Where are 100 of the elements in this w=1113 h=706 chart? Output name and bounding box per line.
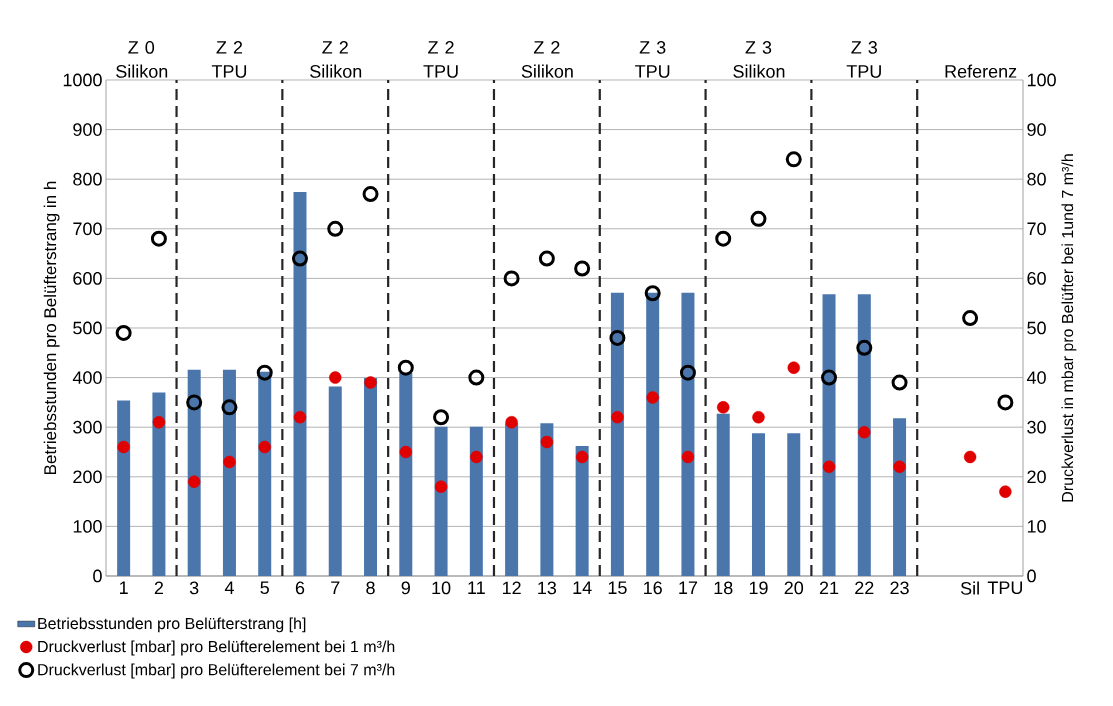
point	[221, 399, 238, 416]
point	[397, 359, 414, 376]
text: Z 3 TPU	[635, 41, 670, 78]
x-tick-label: 4	[224, 581, 234, 594]
point	[962, 310, 979, 327]
y-tick-label: 100	[73, 520, 102, 533]
point	[186, 394, 203, 411]
bar	[399, 372, 413, 576]
point	[679, 364, 696, 381]
y-tick-label: 700	[73, 222, 102, 236]
bar	[505, 423, 519, 576]
text: Z 2 TPU	[211, 41, 247, 78]
point	[150, 230, 167, 247]
point	[574, 260, 591, 277]
x-tick-label: 6	[295, 581, 305, 595]
bar	[469, 426, 483, 576]
bar	[117, 400, 131, 576]
y2-tick-label: 80	[1027, 172, 1046, 186]
legend-label: Betriebsstunden pro Belüfterstrang [h]	[38, 617, 306, 633]
y-tick-label: 800	[73, 172, 102, 186]
y-tick-label: 200	[73, 470, 102, 484]
bar	[187, 369, 201, 576]
bar	[681, 292, 695, 576]
point	[503, 270, 520, 287]
x-tick-label: TPU	[987, 581, 1022, 595]
x-tick-label: 8	[366, 581, 375, 595]
x-tick-label: 9	[401, 581, 410, 595]
point	[117, 440, 130, 454]
bar	[822, 294, 836, 576]
y2-tick-label: 60	[1027, 272, 1046, 285]
bar	[328, 386, 342, 576]
point	[258, 440, 271, 454]
x-tick-label: 13	[538, 581, 557, 595]
point	[822, 460, 836, 474]
text: Z 2 TPU	[423, 41, 458, 78]
y-tick-label: 300	[73, 420, 102, 434]
x-tick-label: 23	[890, 581, 909, 595]
point	[856, 339, 873, 356]
point	[752, 411, 765, 424]
x-tick-label: 18	[714, 581, 733, 595]
point	[999, 485, 1012, 498]
y2-tick-label: 50	[1027, 321, 1046, 335]
point	[115, 324, 132, 341]
point	[399, 445, 412, 459]
y2-axis-title: Druckverlust in mbar pro Belüfter bei 1und 7 m³/h	[1061, 154, 1077, 502]
x-tick-label: 19	[749, 581, 768, 595]
x-tick-label: 15	[608, 581, 627, 595]
x-tick-label: 17	[679, 581, 698, 594]
bar	[716, 413, 730, 576]
y-tick-label: 600	[73, 272, 102, 285]
y2-tick-label: 0	[1027, 569, 1036, 583]
bar	[152, 392, 166, 576]
point	[364, 376, 377, 389]
point	[785, 151, 802, 168]
point	[468, 369, 485, 386]
bar	[540, 423, 554, 576]
point	[327, 220, 344, 237]
y2-tick-label: 20	[1027, 470, 1046, 484]
point	[152, 416, 166, 429]
point	[538, 250, 555, 267]
y2-tick-label: 70	[1027, 222, 1046, 236]
bar	[893, 418, 907, 576]
point	[433, 409, 450, 426]
point	[646, 391, 659, 404]
x-tick-label: 2	[154, 581, 164, 595]
text: Z 3 TPU	[846, 41, 881, 78]
x-tick-label: 12	[502, 581, 521, 595]
point	[715, 230, 732, 247]
y2-tick-label: 100	[1027, 73, 1056, 87]
bar	[751, 433, 765, 576]
x-tick-label: 21	[819, 581, 839, 595]
bar	[258, 371, 272, 576]
point	[256, 364, 273, 381]
x-tick-label: Sil	[960, 581, 979, 595]
point	[293, 411, 307, 424]
text: Z 0 Silikon	[116, 41, 168, 78]
bar	[857, 294, 871, 576]
point	[858, 425, 871, 439]
y-tick-label: 0	[93, 569, 102, 583]
point	[644, 285, 661, 302]
y-tick-label: 1000	[63, 73, 102, 87]
bar	[364, 378, 378, 576]
point	[540, 435, 554, 449]
point	[187, 475, 201, 488]
x-tick-label: 5	[260, 581, 269, 595]
legend-label: Druckverlust [mbar] pro Belüfterelement bei 1 m³/h	[38, 640, 395, 656]
y2-tick-label: 90	[1027, 123, 1046, 136]
x-tick-label: 7	[331, 581, 340, 594]
point	[787, 361, 800, 374]
point	[291, 250, 308, 267]
x-tick-label: 22	[855, 581, 874, 595]
point	[717, 401, 730, 414]
x-tick-label: 1	[120, 581, 128, 594]
y2-tick-label: 40	[1026, 371, 1046, 384]
y2-tick-label: 30	[1027, 420, 1046, 434]
x-tick-label: 14	[573, 581, 592, 594]
text: Referenz	[945, 64, 1017, 78]
bar	[787, 433, 801, 576]
text: Z 2 Silikon	[310, 41, 362, 78]
x-tick-label: 20	[784, 581, 804, 595]
